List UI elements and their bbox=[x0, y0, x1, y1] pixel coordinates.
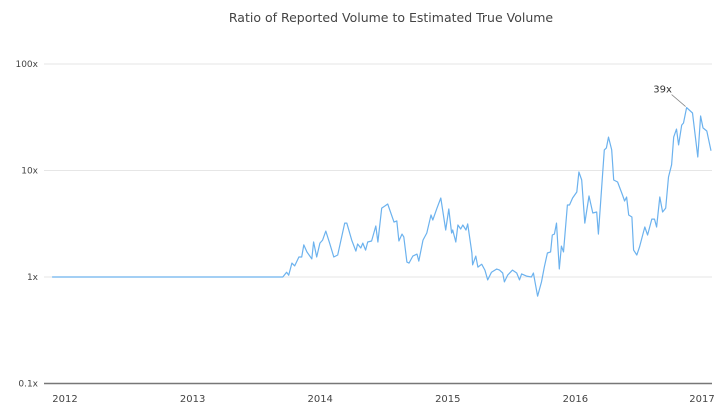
gridlines bbox=[44, 63, 712, 385]
series-line bbox=[52, 107, 712, 297]
x-tick-label: 2017 bbox=[689, 394, 714, 405]
x-axis-ticks: 2012 2013 2014 2015 2016 2017 bbox=[52, 394, 714, 405]
y-tick-label: 0.1x bbox=[18, 380, 38, 390]
x-tick-label: 2016 bbox=[563, 394, 588, 405]
y-axis-ticks: 100x 10x 1x 0.1x bbox=[15, 60, 38, 390]
x-tick-label: 2013 bbox=[180, 394, 205, 405]
annotation-leader-line bbox=[671, 94, 686, 107]
y-tick-label: 100x bbox=[15, 60, 38, 70]
y-tick-label: 1x bbox=[27, 273, 39, 283]
chart-title: Ratio of Reported Volume to Estimated Tr… bbox=[229, 10, 554, 25]
x-tick-label: 2015 bbox=[435, 394, 460, 405]
x-tick-label: 2012 bbox=[52, 394, 77, 405]
y-tick-label: 10x bbox=[21, 167, 38, 177]
x-tick-label: 2014 bbox=[307, 394, 332, 405]
annotation-label: 39x bbox=[653, 85, 672, 96]
